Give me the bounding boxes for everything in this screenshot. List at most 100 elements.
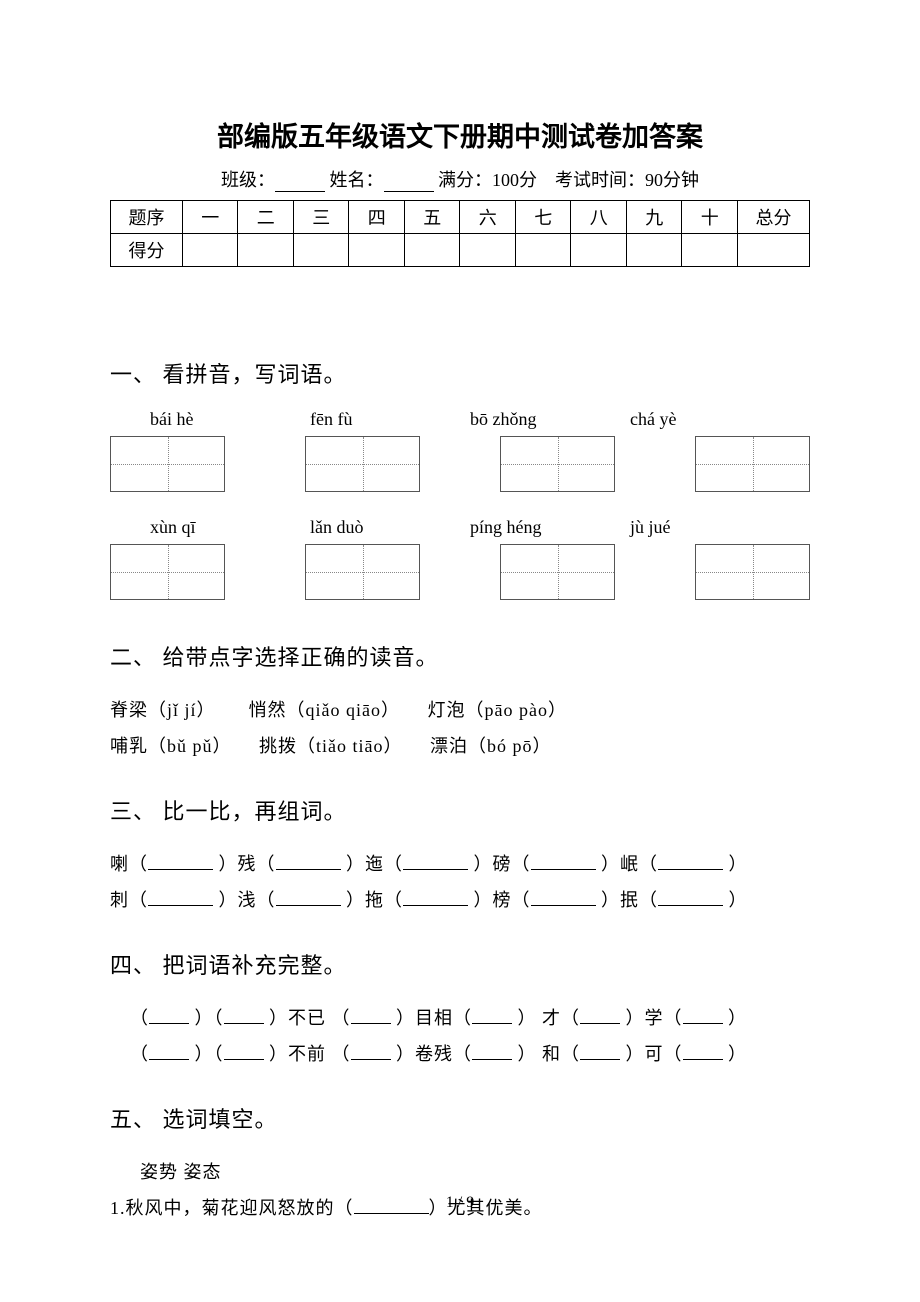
- text: ）拖（: [346, 890, 403, 910]
- pinyin-row-2: xùn qī lǎn duò píng héng jù jué: [110, 517, 810, 538]
- fill-blank[interactable]: [224, 1042, 264, 1060]
- fill-blank[interactable]: [148, 852, 213, 870]
- score-value-row: 得分: [111, 234, 810, 267]
- fill-blank[interactable]: [149, 1006, 189, 1024]
- write-box[interactable]: [695, 436, 810, 492]
- write-box[interactable]: [110, 544, 225, 600]
- time-label: 考试时间：90分钟: [555, 170, 699, 190]
- q-item: 漂泊（bó pō）: [430, 736, 552, 756]
- fill-blank[interactable]: [148, 888, 213, 906]
- word-options: 姿势 姿态: [140, 1162, 222, 1182]
- write-box[interactable]: [695, 544, 810, 600]
- text: ）卷残（: [396, 1044, 472, 1064]
- fill-blank[interactable]: [683, 1042, 723, 1060]
- q-item: 挑拨（tiǎo tiāo）: [259, 736, 402, 756]
- pinyin-label: lǎn duò: [310, 517, 425, 538]
- pinyin-row-1: bái hè fēn fù bō zhǒng chá yè: [110, 409, 810, 430]
- write-box[interactable]: [110, 436, 225, 492]
- section-4-heading: 四、 把词语补充完整。: [110, 948, 810, 980]
- text: （: [130, 1008, 149, 1028]
- section-2-line-2: 哺乳（bǔ pǔ） 挑拨（tiǎo tiāo） 漂泊（bó pō）: [110, 728, 810, 764]
- q-item: 脊梁（jǐ jí）: [110, 700, 216, 720]
- name-blank[interactable]: [384, 191, 434, 192]
- fill-blank[interactable]: [351, 1042, 391, 1060]
- fill-blank[interactable]: [531, 888, 596, 906]
- score-cell[interactable]: [682, 234, 738, 267]
- text: ）: [728, 1044, 747, 1064]
- text: ） 才（: [518, 1008, 581, 1028]
- fill-blank[interactable]: [351, 1006, 391, 1024]
- fill-blank[interactable]: [658, 888, 723, 906]
- fill-blank[interactable]: [658, 852, 723, 870]
- section-1: 一、 看拼音，写词语。 bái hè fēn fù bō zhǒng chá y…: [110, 357, 810, 600]
- fill-blank[interactable]: [149, 1042, 189, 1060]
- section-2-line-1: 脊梁（jǐ jí） 悄然（qiǎo qiāo） 灯泡（pāo pào）: [110, 692, 810, 728]
- page-number: 1 / 9: [0, 1194, 920, 1212]
- col-10: 十: [682, 201, 738, 234]
- pinyin-label: fēn fù: [310, 409, 425, 430]
- fill-blank[interactable]: [580, 1042, 620, 1060]
- score-cell[interactable]: [571, 234, 627, 267]
- write-box[interactable]: [305, 544, 420, 600]
- fill-blank[interactable]: [472, 1042, 512, 1060]
- text: ）目相（: [396, 1008, 472, 1028]
- col-total: 总分: [737, 201, 809, 234]
- fill-blank[interactable]: [276, 888, 341, 906]
- fill-blank[interactable]: [472, 1006, 512, 1024]
- pinyin-label: píng héng: [470, 517, 585, 538]
- text: ）浅（: [219, 890, 276, 910]
- score-table: 题序 一 二 三 四 五 六 七 八 九 十 总分 得分: [110, 200, 810, 267]
- write-box[interactable]: [500, 544, 615, 600]
- text: ）岷（: [601, 854, 658, 874]
- text: ）榜（: [474, 890, 531, 910]
- col-2: 二: [238, 201, 294, 234]
- score-header-row: 题序 一 二 三 四 五 六 七 八 九 十 总分: [111, 201, 810, 234]
- fill-blank[interactable]: [531, 852, 596, 870]
- text: ）: [728, 1008, 747, 1028]
- col-4: 四: [349, 201, 405, 234]
- pinyin-label: chá yè: [630, 409, 745, 430]
- text: ）残（: [219, 854, 276, 874]
- section-5-words: 姿势 姿态: [110, 1154, 810, 1190]
- fill-blank[interactable]: [580, 1006, 620, 1024]
- score-cell[interactable]: [515, 234, 571, 267]
- score-total-cell[interactable]: [737, 234, 809, 267]
- fill-blank[interactable]: [683, 1006, 723, 1024]
- write-box[interactable]: [305, 436, 420, 492]
- section-3-heading: 三、 比一比，再组词。: [110, 794, 810, 826]
- section-4-line-2: （ ）（ ）不前 （ ）卷残（ ） 和（ ）可（ ）: [110, 1036, 810, 1072]
- q-item: 灯泡（pāo pào）: [428, 700, 567, 720]
- text: ）: [729, 854, 748, 874]
- score-cell[interactable]: [182, 234, 238, 267]
- fill-blank[interactable]: [224, 1006, 264, 1024]
- text: （: [130, 1044, 149, 1064]
- score-cell[interactable]: [626, 234, 682, 267]
- text: ）迤（: [346, 854, 403, 874]
- header-label: 题序: [111, 201, 183, 234]
- text: ）不已 （: [269, 1008, 351, 1028]
- text: ）学（: [626, 1008, 683, 1028]
- pinyin-label: xùn qī: [150, 517, 265, 538]
- col-3: 三: [293, 201, 349, 234]
- col-5: 五: [404, 201, 460, 234]
- class-blank[interactable]: [275, 191, 325, 192]
- text: ）（: [195, 1008, 224, 1028]
- score-cell[interactable]: [404, 234, 460, 267]
- pinyin-label: bō zhǒng: [470, 409, 585, 430]
- section-3-line-2: 刺（ ）浅（ ）拖（ ）榜（ ）抿（ ）: [110, 882, 810, 918]
- section-2: 二、 给带点字选择正确的读音。 脊梁（jǐ jí） 悄然（qiǎo qiāo） …: [110, 640, 810, 764]
- section-3: 三、 比一比，再组词。 喇（ ）残（ ）迤（ ）磅（ ）岷（ ） 刺（ ）浅（ …: [110, 794, 810, 918]
- fill-blank[interactable]: [403, 852, 468, 870]
- write-box[interactable]: [500, 436, 615, 492]
- col-1: 一: [182, 201, 238, 234]
- score-cell[interactable]: [349, 234, 405, 267]
- fill-blank[interactable]: [403, 888, 468, 906]
- score-cell[interactable]: [293, 234, 349, 267]
- score-cell[interactable]: [238, 234, 294, 267]
- text: 喇（: [110, 854, 148, 874]
- score-label: 得分: [111, 234, 183, 267]
- fill-blank[interactable]: [276, 852, 341, 870]
- text: ）可（: [626, 1044, 683, 1064]
- score-cell[interactable]: [460, 234, 516, 267]
- write-box-row-2: [110, 544, 810, 600]
